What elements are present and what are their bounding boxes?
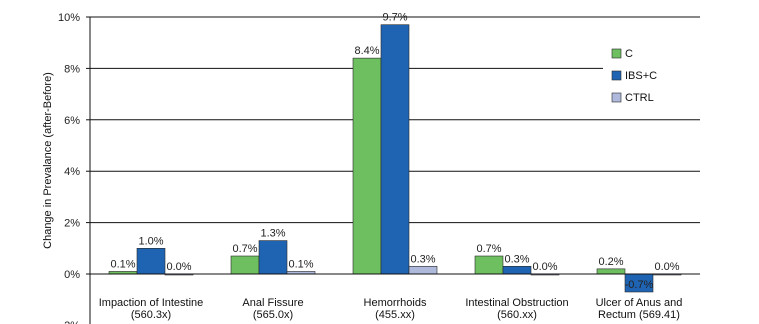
y-tick-label: -2%: [60, 320, 80, 324]
category-label: (560.3x): [131, 309, 171, 321]
data-label: 0.0%: [654, 261, 679, 273]
legend-label: IBS+C: [625, 70, 657, 82]
bar-ctrl: [408, 265, 438, 275]
data-label: 0.1%: [288, 258, 313, 270]
data-label: 8.4%: [354, 45, 379, 57]
bar-ibs-c: [380, 24, 410, 275]
data-label: 0.3%: [504, 253, 529, 265]
bar-c: [596, 268, 626, 275]
data-label: -0.7%: [625, 279, 654, 291]
category-label: (565.0x): [253, 309, 293, 321]
y-tick-label: 10%: [58, 12, 80, 24]
bar-ibs-c: [258, 240, 288, 275]
data-label: 1.0%: [138, 235, 163, 247]
data-label: 0.0%: [532, 261, 557, 273]
data-label: 1.3%: [260, 228, 285, 240]
bars: 0.1%1.0%0.0%0.7%1.3%0.1%8.4%9.7%0.3%0.7%…: [108, 12, 682, 293]
data-label: 0.7%: [232, 243, 257, 255]
bar-ibs-c: [136, 248, 166, 275]
legend-label: CTRL: [625, 92, 654, 104]
data-label: 0.7%: [476, 243, 501, 255]
category-label: Hemorrhoids: [364, 297, 427, 309]
y-axis-title: Change in Prevalance (after-Before): [42, 72, 54, 249]
y-tick-label: 8%: [64, 63, 80, 75]
y-tick-label: 4%: [64, 166, 80, 178]
legend-swatch-ctrl: [611, 92, 622, 103]
bar-ibs-c: [502, 265, 532, 275]
y-tick-label: 6%: [64, 115, 80, 127]
category-label: Rectum (569.41): [598, 309, 680, 321]
bar-c: [474, 255, 504, 275]
category-label: Intestinal Obstruction: [465, 297, 568, 309]
category-label: Anal Fissure: [242, 297, 303, 309]
y-tick-label: 0%: [64, 269, 80, 281]
bar-c: [230, 255, 260, 275]
legend-label: C: [625, 48, 633, 60]
category-label: (455.xx): [375, 309, 415, 321]
category-label: Impaction of Intestine: [99, 297, 204, 309]
data-label: 0.1%: [110, 258, 135, 270]
legend: C IBS+C CTRL: [603, 44, 709, 114]
data-label: 0.0%: [166, 261, 191, 273]
legend-swatch-ibs-c: [611, 70, 622, 81]
category-label: Ulcer of Anus and: [596, 297, 683, 309]
bar-c: [352, 57, 382, 275]
y-tick-label: 2%: [64, 218, 80, 230]
axes: 0% 2% 4% 6% 8% 10% -2% Change in Prevalance (af…: [42, 12, 700, 324]
data-label: 0.2%: [598, 256, 623, 268]
legend-swatch-c: [611, 48, 622, 59]
data-label: 9.7%: [382, 12, 407, 24]
category-label: (560.xx): [497, 309, 537, 321]
data-label: 0.3%: [410, 253, 435, 265]
